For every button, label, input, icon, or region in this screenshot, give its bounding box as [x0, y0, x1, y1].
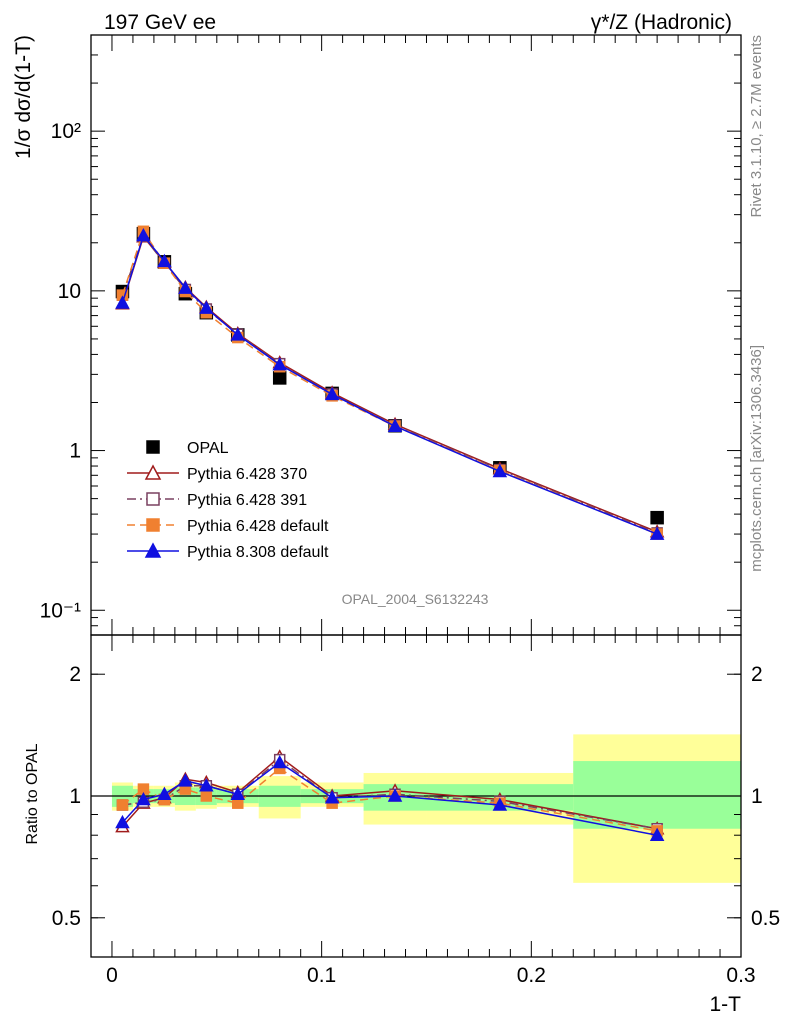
y-tick-label: 0.5: [52, 907, 81, 930]
data-point: [650, 510, 664, 525]
y-tick-label: 10⁻¹: [40, 599, 81, 622]
data-point: [146, 492, 160, 506]
data-point: [387, 788, 403, 802]
data-point: [178, 280, 193, 294]
x-tick-label: 0: [106, 964, 118, 987]
stat-uncertainty-band: [573, 761, 741, 829]
series-pythia-8-308-default: [115, 754, 665, 841]
data-point: [324, 386, 340, 401]
data-point: [649, 827, 665, 841]
main-y-axis-label: 1/σ dσ/d(1-T): [12, 35, 35, 159]
x-tick-label: 0.1: [307, 964, 336, 987]
data-point: [115, 814, 130, 829]
legend-item: Pythia 6.428 default: [127, 518, 329, 535]
series-line: [121, 234, 658, 534]
legend-label: Pythia 6.428 391: [187, 492, 307, 509]
data-point: [146, 518, 160, 532]
main-panel-frame: 10⁻¹ 1 10 10²: [40, 34, 742, 636]
y-tick-label-right: 2: [751, 663, 763, 686]
series-pythia-8-308-default: [115, 227, 665, 540]
legend: OPAL Pythia 6.428 370 Pythia 6.428 391 Pyth…: [127, 440, 329, 561]
main-series-layer: [115, 225, 665, 540]
data-point: [146, 440, 160, 454]
x-axis-label: 1-T: [710, 993, 742, 1016]
y-tick-label-right: 0.5: [751, 907, 780, 930]
data-point: [272, 357, 287, 371]
legend-item: OPAL: [146, 440, 229, 457]
data-point: [492, 797, 508, 811]
data-point: [387, 418, 403, 432]
mcplots-reference-label: mcplots.cern.ch [arXiv:1306.3436]: [748, 345, 765, 572]
ratio-uncertainty-bands: [111, 734, 741, 883]
x-tick-label: 0.3: [726, 964, 755, 987]
energy-title: 197 GeV ee: [104, 11, 216, 34]
data-point: [157, 253, 172, 268]
process-title: γ*/Z (Hadronic): [591, 11, 732, 34]
y-tick-label: 2: [69, 663, 81, 686]
data-point: [272, 754, 287, 769]
data-point: [649, 526, 665, 540]
data-point: [492, 463, 508, 478]
legend-label: Pythia 8.308 default: [187, 544, 329, 561]
data-point: [200, 790, 213, 802]
data-point: [116, 799, 129, 811]
data-point: [144, 542, 162, 558]
data-point: [230, 327, 246, 341]
rivet-version-label: Rivet 3.1.10, ≥ 2.7M events: [748, 35, 765, 218]
data-point: [199, 300, 214, 314]
legend-item: Pythia 8.308 default: [127, 542, 329, 561]
data-point: [144, 464, 162, 480]
y-tick-label: 10: [58, 280, 81, 303]
legend-label: OPAL: [187, 440, 229, 457]
y-tick-label: 10²: [51, 120, 81, 143]
data-point: [178, 773, 193, 787]
data-point: [115, 295, 130, 309]
ratio-series-layer: [115, 749, 665, 841]
x-tick-label: 0.2: [517, 964, 546, 987]
legend-item: Pythia 6.428 370: [127, 464, 307, 483]
data-point: [136, 791, 151, 806]
ratio-y-axis-label: Ratio to OPAL: [24, 743, 41, 844]
data-point: [136, 227, 151, 242]
y-tick-label: 1: [69, 440, 81, 463]
legend-item: Pythia 6.428 391: [127, 492, 307, 509]
y-tick-label-right: 1: [751, 785, 763, 808]
y-tick-label: 1: [69, 785, 81, 808]
data-point: [230, 786, 246, 801]
data-point: [324, 790, 340, 804]
legend-label: Pythia 6.428 default: [187, 518, 329, 535]
legend-label: Pythia 6.428 370: [187, 466, 307, 483]
data-point: [157, 786, 172, 801]
analysis-watermark: OPAL_2004_S6132243: [342, 591, 489, 607]
data-point: [199, 778, 214, 792]
data-point: [272, 371, 287, 385]
